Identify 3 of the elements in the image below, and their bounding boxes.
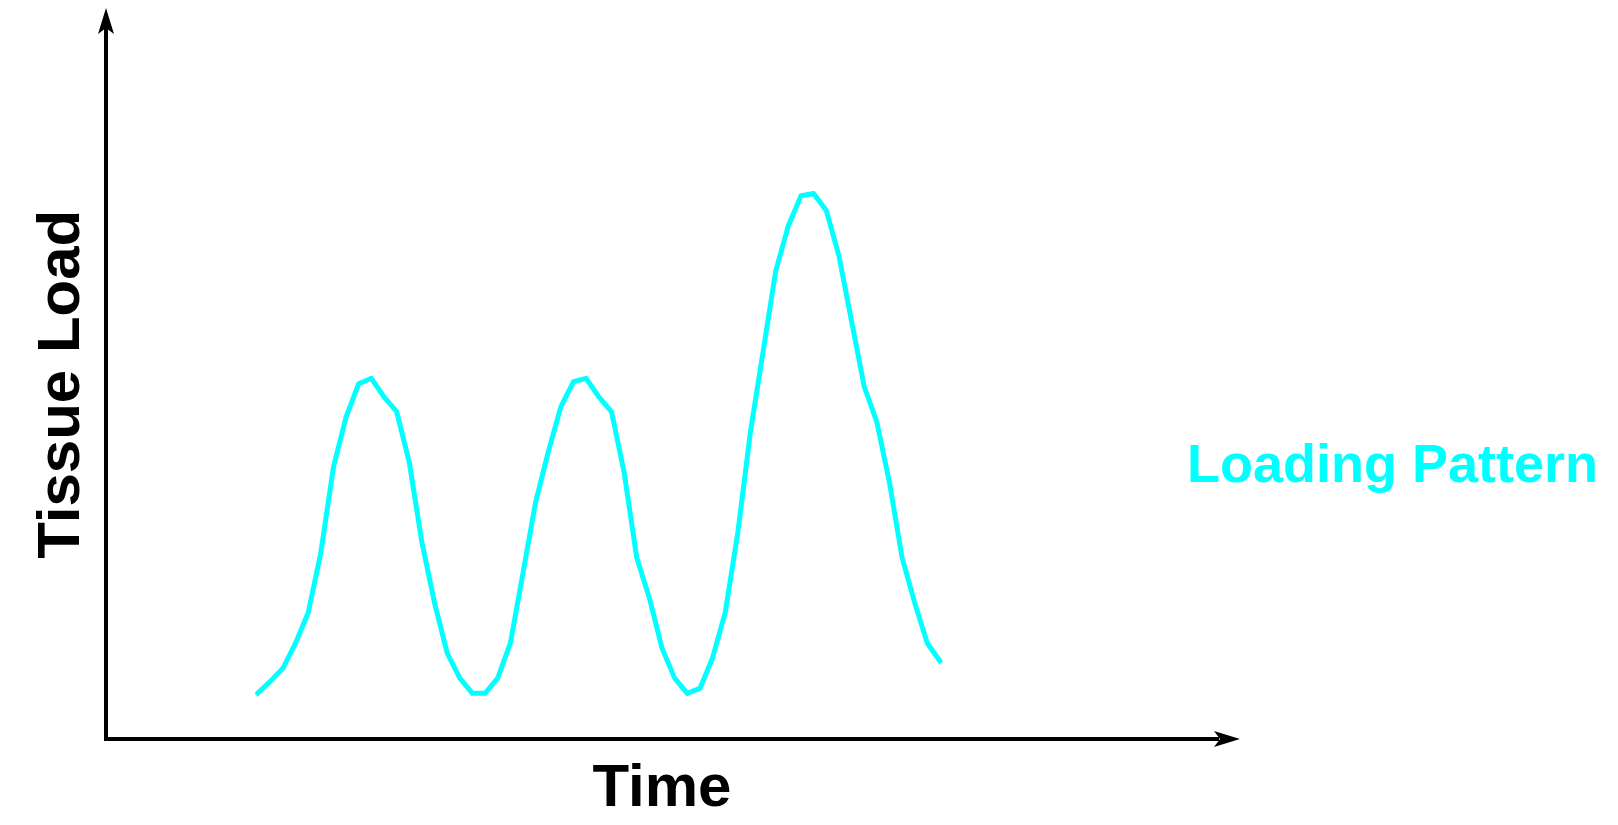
x-axis-title: Time <box>592 751 732 819</box>
text: Loading Pattern <box>1186 432 1598 494</box>
y-axis-title: Tissue Load <box>24 209 92 559</box>
